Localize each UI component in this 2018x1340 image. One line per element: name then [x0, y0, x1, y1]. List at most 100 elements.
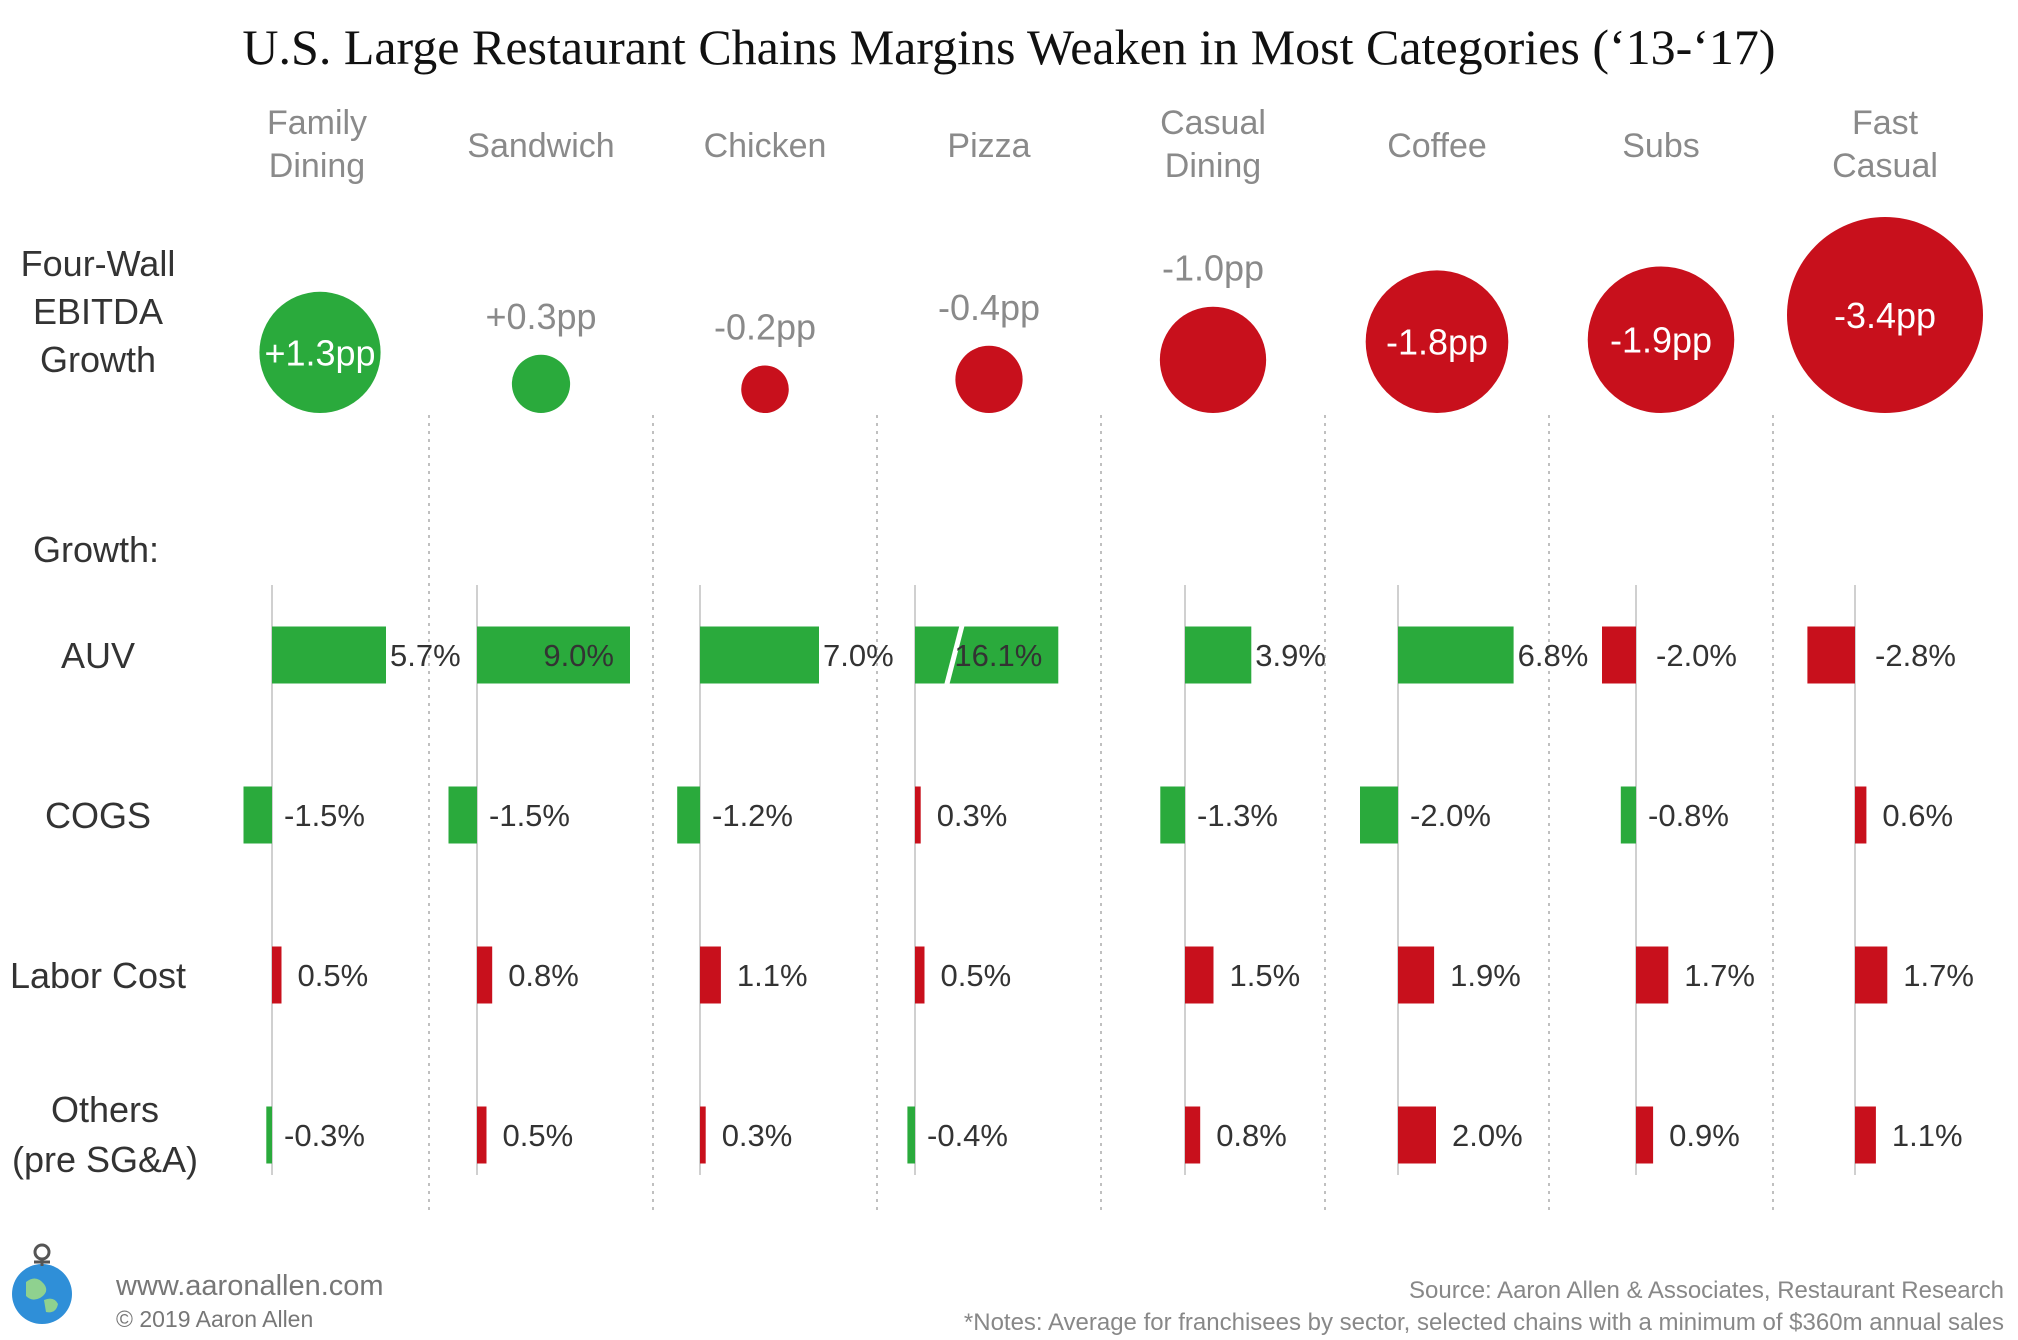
- bar-label-2-0: 0.5%: [298, 958, 369, 993]
- ebitda-bubble-6: [1587, 266, 1735, 413]
- ebitda-bubbles: +1.3pp +0.3pp -0.2pp -0.4pp -1.0pp -1.8pp -1.9…: [259, 217, 1983, 414]
- ebitda-bubble-7: [1787, 217, 1983, 413]
- bar-label-2-7: 1.7%: [1903, 958, 1974, 993]
- growth-bars: 5.7% 9.0% 7.0% 16.1% 3.9% 6.8% -2.0% -2.8% -1.5%…: [243, 623, 1974, 1164]
- bar-label-1-3: 0.3%: [937, 798, 1008, 833]
- bar-0-2: [700, 626, 819, 684]
- category-header-0-line-1: Dining: [269, 147, 365, 185]
- ebitda-bubble-1: [511, 354, 571, 413]
- bar-label-3-4: 0.8%: [1216, 1118, 1287, 1153]
- row-label-ebitda-line-0: Four-Wall: [21, 243, 176, 284]
- footer-notes: *Notes: Average for franchisees by secto…: [964, 1309, 2004, 1336]
- bar-3-2: [700, 1106, 706, 1164]
- row-label-0: AUV: [61, 635, 135, 676]
- chart-title: U.S. Large Restaurant Chains Margins Wea…: [242, 19, 1775, 75]
- bar-0-5: [1398, 626, 1514, 684]
- bar-0-7: [1807, 626, 1855, 684]
- ebitda-label-1: +0.3pp: [485, 296, 596, 337]
- bar-label-2-5: 1.9%: [1450, 958, 1521, 993]
- bar-1-0: [243, 786, 272, 844]
- ebitda-bubble-2: [741, 365, 789, 413]
- row-label-2: Labor Cost: [10, 955, 186, 996]
- bar-label-1-5: -2.0%: [1410, 798, 1491, 833]
- ebitda-label-7: -3.4pp: [1834, 295, 1936, 336]
- bar-2-6: [1636, 946, 1669, 1004]
- bar-label-0-0: 5.7%: [390, 638, 461, 673]
- bar-label-3-3: -0.4%: [927, 1118, 1008, 1153]
- bar-label-0-6: -2.0%: [1656, 638, 1737, 673]
- bar-label-1-7: 0.6%: [1882, 798, 1953, 833]
- bar-label-2-4: 1.5%: [1230, 958, 1301, 993]
- category-header-7-line-1: Casual: [1832, 147, 1938, 185]
- row-label-ebitda-line-1: EBITDA: [33, 291, 163, 332]
- axis-break-0-3: [944, 623, 965, 687]
- category-header-1: Sandwich: [467, 127, 614, 165]
- bar-2-7: [1855, 946, 1888, 1004]
- bar-label-3-6: 0.9%: [1669, 1118, 1740, 1153]
- ebitda-bubble-5: [1365, 270, 1509, 413]
- bar-3-1: [477, 1106, 487, 1164]
- bar-1-4: [1160, 786, 1185, 844]
- bar-1-3: [915, 786, 921, 844]
- bar-2-5: [1398, 946, 1435, 1004]
- bar-0-3: [915, 626, 1059, 684]
- bar-label-1-4: -1.3%: [1197, 798, 1278, 833]
- ebitda-label-6: -1.9pp: [1610, 320, 1712, 361]
- ebitda-label-0: +1.3pp: [264, 332, 375, 373]
- bar-1-1: [448, 786, 477, 844]
- category-header-5: Coffee: [1387, 127, 1487, 165]
- bar-label-3-1: 0.5%: [503, 1118, 574, 1153]
- bar-3-5: [1398, 1106, 1436, 1164]
- bar-2-3: [915, 946, 925, 1004]
- bar-label-3-2: 0.3%: [722, 1118, 793, 1153]
- bar-label-3-5: 2.0%: [1452, 1118, 1523, 1153]
- bar-2-4: [1185, 946, 1214, 1004]
- bar-label-0-5: 6.8%: [1518, 638, 1589, 673]
- bar-3-4: [1185, 1106, 1201, 1164]
- bar-3-6: [1636, 1106, 1654, 1164]
- bar-1-5: [1360, 786, 1398, 844]
- bar-3-3: [907, 1106, 915, 1164]
- bar-label-0-3: 16.1%: [954, 638, 1042, 673]
- bar-0-0: [272, 626, 386, 684]
- bar-label-0-2: 7.0%: [823, 638, 894, 673]
- ebitda-bubble-4: [1159, 306, 1267, 414]
- bar-1-6: [1620, 786, 1636, 844]
- row-labels: Four-Wall EBITDA Growth Growth: AUV COGS Labor…: [10, 243, 198, 1180]
- bar-label-2-2: 1.1%: [737, 958, 808, 993]
- bar-1-7: [1855, 786, 1867, 844]
- category-header-4-line-0: Casual: [1160, 104, 1266, 142]
- category-header-6: Subs: [1622, 127, 1700, 165]
- bar-3-7: [1855, 1106, 1876, 1164]
- bar-label-3-7: 1.1%: [1892, 1118, 1963, 1153]
- row-label-1: COGS: [45, 795, 151, 836]
- ebitda-label-2: -0.2pp: [714, 306, 816, 347]
- category-header-0-line-0: Family: [267, 104, 367, 142]
- category-headers: Family Dining Sandwich Chicken Pizza Casual Di…: [267, 104, 1938, 185]
- category-header-4-line-1: Dining: [1165, 147, 1261, 185]
- footer-source: Source: Aaron Allen & Associates, Restau…: [1409, 1277, 2004, 1304]
- footer-copyright: © 2019 Aaron Allen: [116, 1306, 313, 1332]
- ebitda-label-4: -1.0pp: [1162, 248, 1264, 289]
- ebitda-bubble-3: [955, 345, 1023, 414]
- bar-0-6: [1602, 626, 1636, 684]
- category-header-2: Chicken: [704, 127, 827, 165]
- bar-label-2-3: 0.5%: [941, 958, 1012, 993]
- bar-label-2-1: 0.8%: [508, 958, 579, 993]
- bar-label-1-6: -0.8%: [1648, 798, 1729, 833]
- ebitda-label-3: -0.4pp: [938, 287, 1040, 328]
- row-label-3-line-0: Others: [51, 1089, 159, 1130]
- category-header-7-line-0: Fast: [1852, 104, 1919, 142]
- ebitda-bubble-0: [259, 291, 381, 413]
- bar-2-2: [700, 946, 721, 1004]
- ebitda-label-5: -1.8pp: [1386, 322, 1488, 363]
- bar-0-1: [477, 626, 630, 684]
- bar-label-1-2: -1.2%: [712, 798, 793, 833]
- bar-label-0-7: -2.8%: [1875, 638, 1956, 673]
- bar-2-1: [477, 946, 493, 1004]
- bar-2-0: [272, 946, 282, 1004]
- bar-label-2-6: 1.7%: [1684, 958, 1755, 993]
- row-label-growth-header: Growth:: [33, 529, 159, 570]
- bar-0-4: [1185, 626, 1252, 684]
